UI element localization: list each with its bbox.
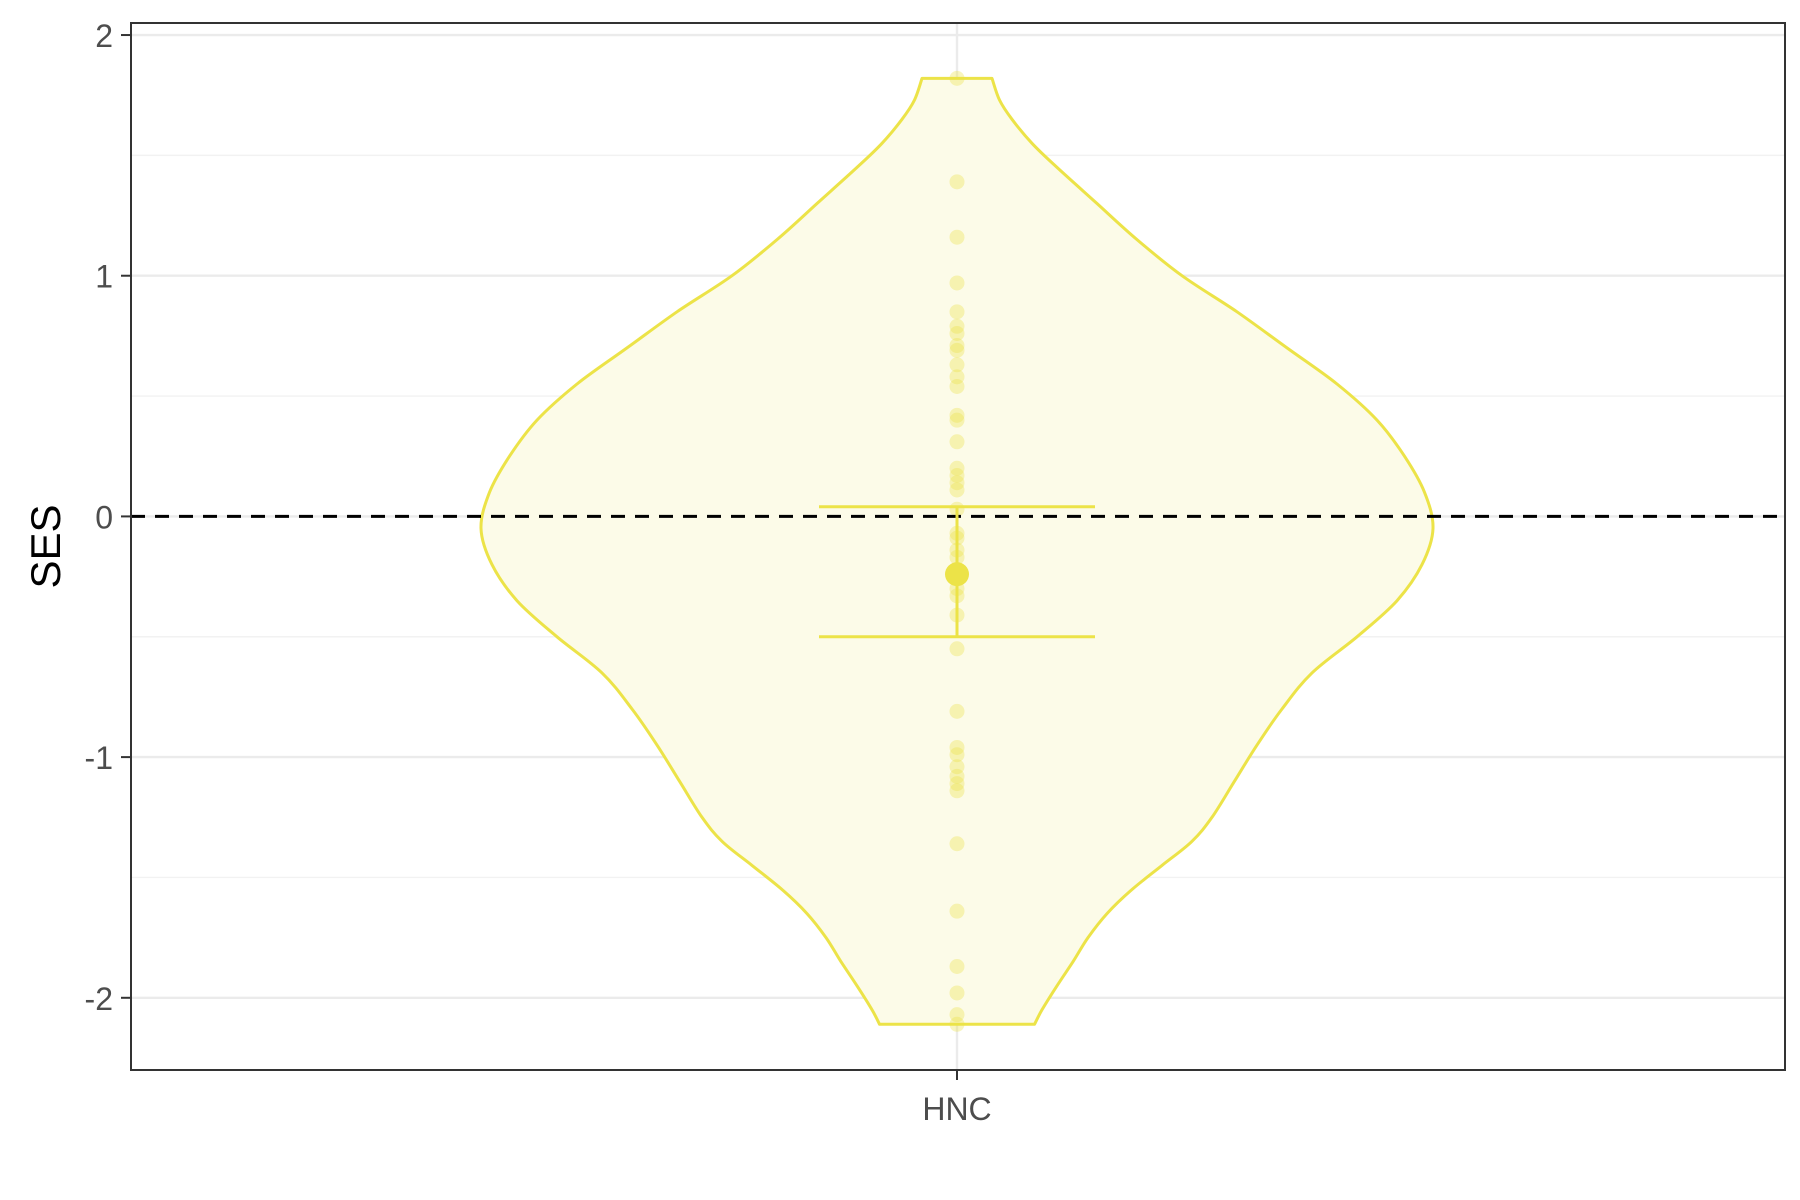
data-point — [949, 412, 965, 428]
data-point — [949, 318, 965, 334]
data-point — [949, 369, 965, 385]
data-point — [949, 836, 965, 852]
data-point — [949, 776, 965, 792]
data-point — [949, 783, 965, 799]
data-point — [949, 768, 965, 784]
x-tick-label: HNC — [922, 1091, 991, 1127]
data-point — [949, 229, 965, 245]
data-point — [949, 460, 965, 476]
data-point — [949, 1007, 965, 1023]
axis-layer: -2 -1 0 1 2 HNC — [85, 18, 992, 1127]
data-point — [949, 70, 965, 86]
y-tick-label: -1 — [85, 740, 113, 776]
y-tick-label: 0 — [95, 499, 113, 535]
data-point — [949, 357, 965, 373]
y-axis-label: SES — [22, 504, 69, 588]
data-point — [949, 482, 965, 498]
data-point — [949, 338, 965, 354]
y-tick-label: 1 — [95, 259, 113, 295]
data-point — [949, 304, 965, 320]
data-point — [949, 434, 965, 450]
summary-layer — [819, 505, 1095, 639]
data-point — [949, 1016, 965, 1032]
data-point — [949, 174, 965, 190]
y-tick-label: -2 — [85, 981, 113, 1017]
data-point — [949, 759, 965, 775]
data-point — [949, 747, 965, 763]
mean-point — [945, 562, 969, 587]
data-point — [949, 985, 965, 1001]
y-tick-label: 2 — [95, 18, 113, 54]
data-point — [949, 703, 965, 719]
data-point — [949, 275, 965, 291]
data-point — [949, 903, 965, 919]
data-point — [949, 739, 965, 755]
data-point — [949, 959, 965, 975]
data-point — [949, 467, 965, 483]
data-point — [949, 342, 965, 358]
data-point — [949, 641, 965, 657]
points-layer — [949, 70, 965, 1032]
data-point — [949, 325, 965, 341]
data-point — [949, 407, 965, 423]
data-point — [949, 378, 965, 394]
data-point — [949, 475, 965, 491]
